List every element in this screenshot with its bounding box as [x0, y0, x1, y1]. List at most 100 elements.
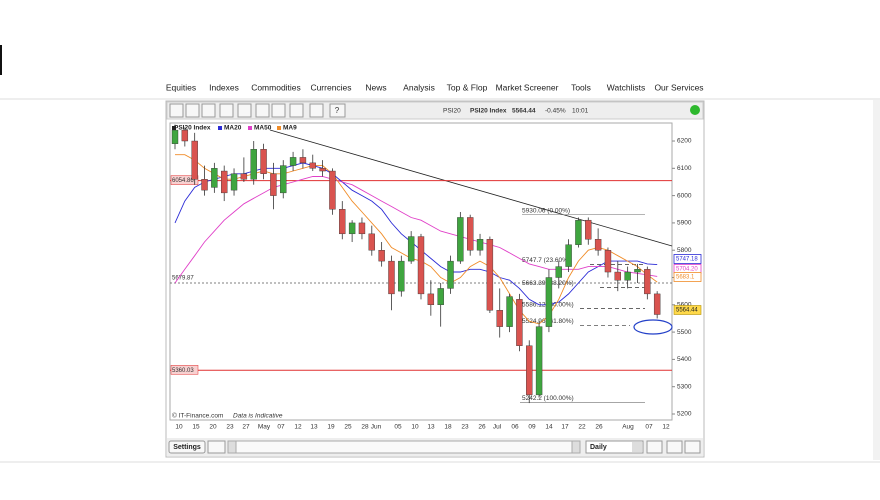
tool-fib[interactable] — [271, 103, 286, 118]
candle-body — [299, 157, 307, 164]
candle-body — [348, 222, 356, 235]
tool-delete[interactable] — [289, 103, 304, 118]
x-tick-label: 17 — [561, 424, 569, 431]
y-tick-label: 6200 — [677, 138, 692, 145]
y-tick-label: 5800 — [677, 247, 692, 254]
last-tag-label: 5683.1 — [676, 275, 695, 281]
nav-item[interactable]: Our Services — [654, 82, 703, 92]
nav-item[interactable]: Commodities — [251, 82, 301, 92]
nav-item[interactable]: Currencies — [310, 82, 351, 92]
x-tick-label: 28 — [361, 424, 369, 431]
candle-body — [594, 239, 602, 251]
candle-body — [506, 296, 513, 327]
candle-body — [260, 149, 267, 174]
x-tick-label: 20 — [209, 424, 217, 431]
x-tick-label: 12 — [294, 424, 302, 431]
y-tick-label: 6100 — [677, 165, 692, 172]
legend-label: MA20 — [224, 125, 242, 132]
x-tick-label: 06 — [511, 424, 519, 431]
tool-pointer[interactable] — [169, 103, 184, 118]
nav-item[interactable]: Market Screener — [496, 82, 559, 92]
zoom-out[interactable] — [666, 440, 683, 454]
toolbar-time: 10:01 — [572, 108, 589, 115]
candle-body — [181, 129, 189, 142]
x-tick-label: 25 — [344, 424, 352, 431]
candle-body — [457, 217, 464, 262]
scrollbar[interactable] — [227, 440, 581, 454]
candle-body — [624, 271, 631, 281]
tool-zoom[interactable] — [185, 103, 200, 118]
trendline — [269, 129, 673, 247]
zoom-fit[interactable] — [646, 440, 663, 454]
nav-item[interactable]: Equities — [166, 82, 196, 92]
toolbar-icons[interactable]: ? — [169, 103, 346, 118]
y-tick-label: 5300 — [677, 383, 692, 390]
candle-body — [653, 293, 661, 315]
tool-vline[interactable] — [237, 103, 252, 118]
x-tick-label: Aug — [622, 424, 634, 431]
nav-item[interactable]: Top & Flop — [447, 82, 488, 92]
nav-item[interactable]: News — [365, 82, 386, 92]
x-tick-label: 13 — [427, 424, 435, 431]
x-tick-label: 07 — [645, 424, 653, 431]
price-tag-label: 5564.44 — [676, 308, 698, 314]
chart: 5200530054005500560057005800590060006100… — [170, 124, 702, 431]
status-dot — [690, 105, 700, 115]
candle-body — [240, 173, 248, 180]
legend-swatch — [172, 126, 176, 130]
nav-item[interactable]: Watchlists — [607, 82, 645, 92]
candle-body — [270, 173, 277, 196]
legend-swatch — [248, 126, 252, 130]
candle-body — [467, 217, 474, 251]
x-tick-label: 23 — [226, 424, 234, 431]
level-tag — [170, 365, 199, 375]
x-tick-label: 19 — [327, 424, 335, 431]
x-tick-label: 18 — [444, 424, 452, 431]
candle-body — [201, 179, 208, 191]
x-tick-label: 23 — [461, 424, 469, 431]
tool-hline[interactable] — [219, 103, 234, 118]
x-tick-label: 10 — [175, 424, 183, 431]
candle-body — [555, 266, 562, 278]
candle-body — [644, 269, 651, 295]
zoom-in[interactable] — [684, 440, 701, 454]
candle-body — [634, 269, 641, 273]
candle-body — [585, 219, 592, 240]
note: Data is Indicative — [233, 413, 283, 420]
x-tick-label: May — [258, 424, 271, 431]
nav-item[interactable]: Tools — [571, 82, 591, 92]
nav-item[interactable]: Indexes — [209, 82, 239, 92]
scroll-right[interactable] — [571, 440, 581, 454]
tool-indicator[interactable] — [309, 103, 324, 118]
price-tag — [673, 305, 702, 315]
level-label: 5679.87 — [172, 276, 194, 282]
y-tick-label: 5200 — [677, 411, 692, 418]
legend-label: MA9 — [283, 125, 297, 132]
settings-button[interactable] — [168, 440, 206, 454]
x-tick-label: 05 — [394, 424, 402, 431]
level-label: 5360.03 — [172, 368, 194, 374]
y-tick-label: 5400 — [677, 356, 692, 363]
legend-swatch — [218, 126, 222, 130]
y-tick-label: 5900 — [677, 220, 692, 227]
candle-body — [575, 219, 582, 245]
nav-item[interactable]: Analysis — [403, 82, 435, 92]
last-tag — [673, 272, 702, 282]
candle-body — [604, 250, 612, 273]
last-tag — [673, 254, 702, 264]
candle-body — [516, 299, 523, 346]
last-tag-label: 5704.20 — [676, 267, 698, 273]
toolbar-change: -0.45% — [545, 108, 566, 115]
period-select[interactable] — [585, 440, 644, 454]
candle-body — [535, 326, 543, 396]
tool-line[interactable] — [201, 103, 216, 118]
page-scrollbar[interactable] — [873, 100, 880, 460]
x-tick-label: Jul — [493, 424, 502, 431]
tool-help[interactable] — [329, 103, 346, 118]
print-button[interactable] — [207, 440, 226, 454]
x-tick-label: 14 — [545, 424, 553, 431]
scroll-left[interactable] — [227, 440, 237, 454]
tool-trend[interactable] — [255, 103, 270, 118]
highlight-ellipse — [633, 319, 673, 335]
